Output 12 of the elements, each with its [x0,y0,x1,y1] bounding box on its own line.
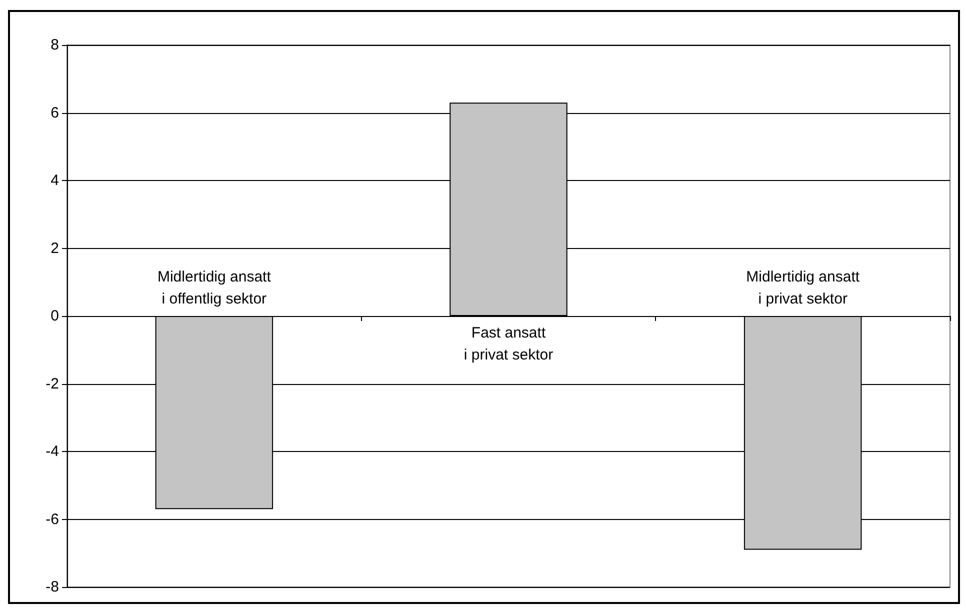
y-tick-label: 8 [50,36,59,54]
y-tick-label: -2 [46,375,59,392]
x-tick-label: Midlertidig ansatt i privat sektor [746,268,860,308]
x-tick-label: Fast ansatt i privat sektor [464,324,554,364]
y-tick-label: 4 [50,172,59,189]
y-tick-label: -4 [46,443,59,460]
y-tick-label: -6 [46,510,59,528]
y-tick-label: -8 [46,578,59,596]
x-tick-label: Midlertidig ansatt i offentlig sektor [157,268,272,308]
y-tick-label: 0 [50,308,59,324]
y-tick-label: 2 [50,240,59,257]
y-tick-label: 6 [50,104,59,122]
